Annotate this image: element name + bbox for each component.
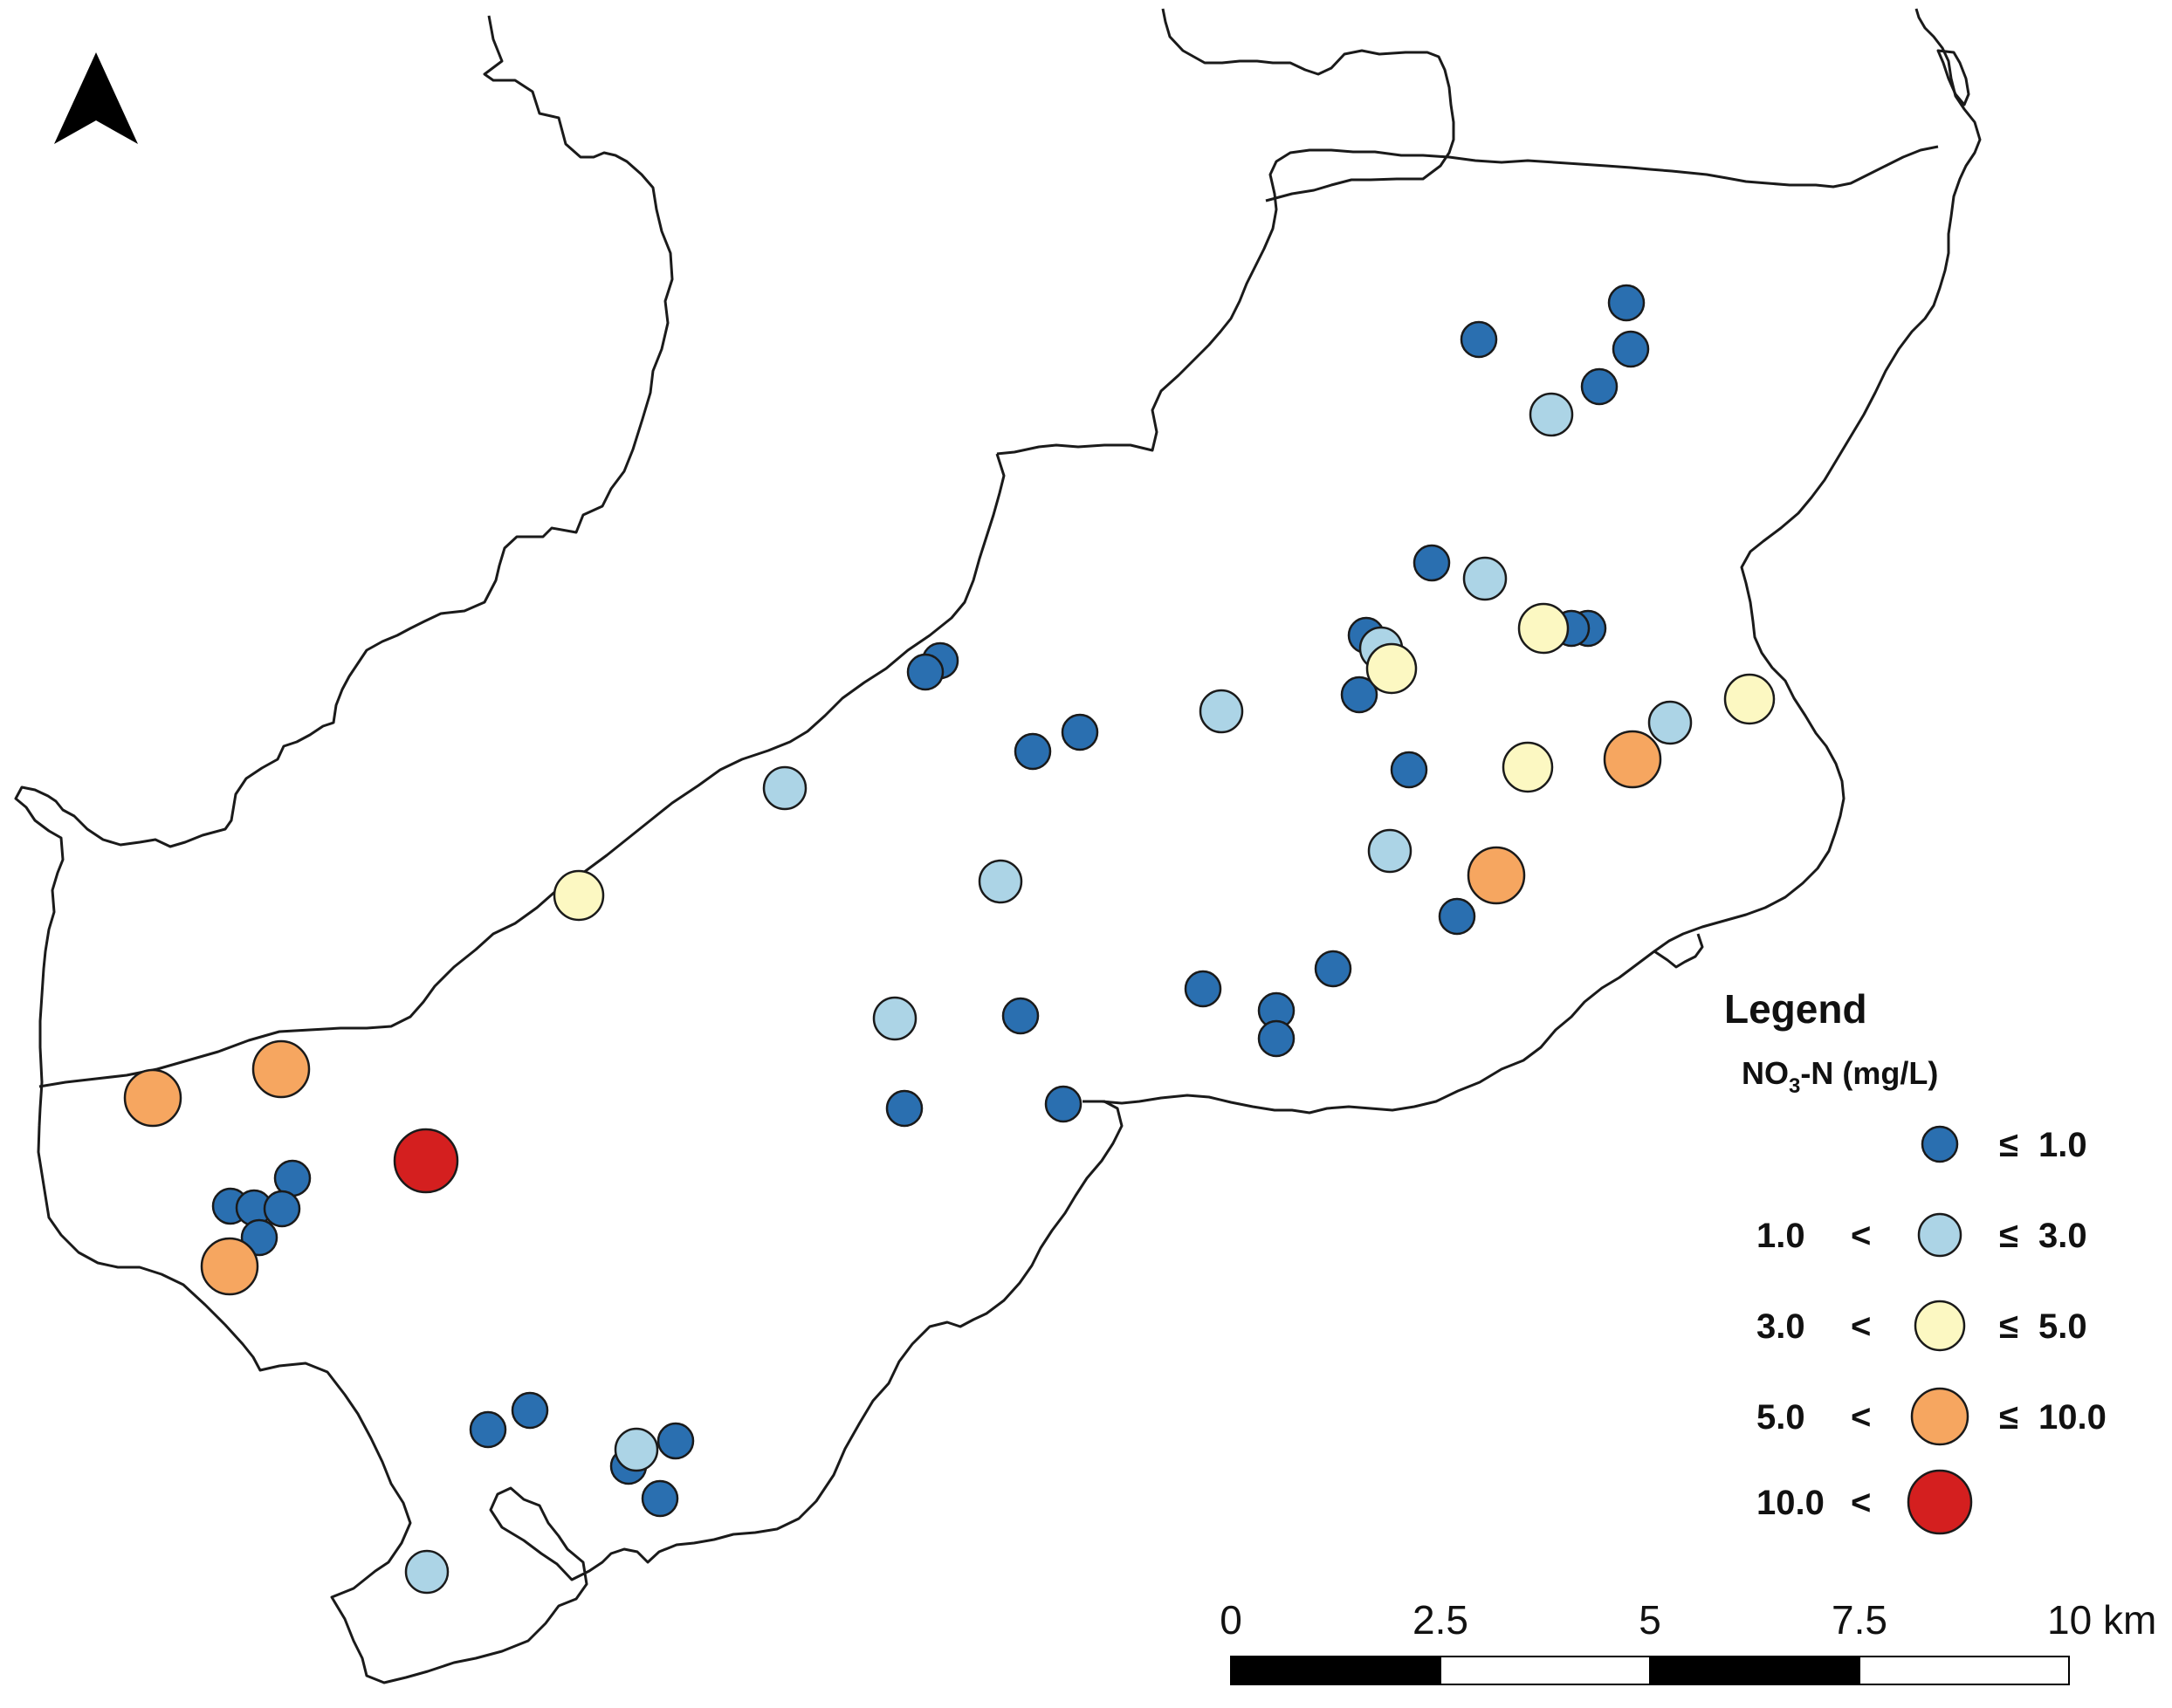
scale-segment-3 (1649, 1656, 1860, 1685)
legend-le-3: ≤ (1999, 1307, 2018, 1346)
sample-point (1460, 320, 1498, 359)
legend-lt-2: < (1851, 1217, 1871, 1255)
sample-point (251, 1039, 311, 1099)
sample-point (1367, 828, 1412, 874)
scale-label-0: 0 (1220, 1597, 1242, 1643)
sample-point (1390, 751, 1428, 789)
sample-point (1723, 673, 1776, 725)
legend-high-1: 1.0 (2038, 1126, 2087, 1164)
scale-label-7-5: 7.5 (1832, 1597, 1887, 1643)
legend-title: Legend (1724, 986, 1867, 1032)
north-coastline (1161, 8, 1455, 202)
legend-symbol-5 (1907, 1469, 1973, 1535)
scale-segment-2 (1440, 1656, 1651, 1685)
sample-point (762, 765, 808, 811)
sample-point (1612, 330, 1650, 368)
sample-point (469, 1410, 507, 1449)
sample-point (1438, 897, 1476, 936)
sample-point (1603, 730, 1662, 789)
northeast-islet (1936, 49, 1970, 106)
sample-point (200, 1237, 259, 1296)
sample-point (614, 1427, 659, 1472)
legend-symbol-1 (1921, 1125, 1959, 1163)
sample-point (872, 996, 918, 1041)
legend-lt-4: < (1851, 1398, 1871, 1437)
island-coastline (37, 1100, 1124, 1684)
scale-label-10-km: 10 km (2047, 1597, 2156, 1643)
sample-point (885, 1089, 924, 1128)
legend-row-1: ≤ 1.0 (1921, 1125, 2087, 1164)
sample-point (1529, 392, 1574, 437)
legend-lt-5: < (1851, 1484, 1871, 1522)
sample-point (553, 869, 605, 922)
legend: Legend NO3-N (mg/L) ≤ 1.0 1.0 < ≤ 3.0 3.… (1724, 986, 2107, 1535)
legend-symbol-4 (1910, 1387, 1969, 1446)
legend-subtitle: NO3-N (mg/L) (1742, 1055, 1938, 1098)
legend-high-4: 10.0 (2038, 1398, 2107, 1437)
sample-point (1340, 676, 1378, 714)
legend-le-1: ≤ (1999, 1126, 2018, 1164)
sample-point (1580, 367, 1619, 406)
legend-high-2: 3.0 (2038, 1217, 2087, 1255)
scale-bar: 0 2.5 5 7.5 10 km (1220, 1597, 2156, 1685)
sample-point (1184, 970, 1222, 1008)
sample-point (1502, 741, 1554, 793)
sample-point (641, 1479, 679, 1518)
west-coastline (14, 15, 674, 1127)
sample-point (511, 1391, 549, 1430)
scale-segment-4 (1859, 1656, 2070, 1685)
legend-symbol-3 (1914, 1300, 1966, 1352)
sample-point (1412, 544, 1451, 582)
island-north-boundary (996, 145, 1939, 456)
north-arrow-icon (54, 52, 138, 144)
legend-le-2: ≤ (1999, 1217, 2018, 1255)
sample-point (1199, 689, 1244, 734)
sample-point (1607, 284, 1646, 322)
legend-low-5: 10.0 (1756, 1484, 1825, 1522)
legend-lt-3: < (1851, 1307, 1871, 1346)
sample-point (1467, 846, 1526, 905)
east-coastline (1083, 8, 1982, 1115)
sample-point (1462, 556, 1508, 601)
sample-point (263, 1190, 301, 1228)
legend-row-2: 1.0 < ≤ 3.0 (1756, 1212, 2087, 1258)
sample-point (1044, 1085, 1083, 1123)
legend-high-3: 5.0 (2038, 1307, 2087, 1346)
legend-row-3: 3.0 < ≤ 5.0 (1756, 1300, 2087, 1352)
sample-points-layer (123, 284, 1776, 1595)
sample-point (1061, 713, 1099, 751)
sample-point (404, 1549, 450, 1595)
sample-point (1365, 642, 1418, 695)
scale-label-2-5: 2.5 (1412, 1597, 1468, 1643)
sample-point (1001, 997, 1040, 1035)
legend-row-4: 5.0 < ≤ 10.0 (1756, 1387, 2107, 1446)
harbour-detail (1653, 933, 1704, 969)
sample-point (1647, 700, 1693, 745)
legend-low-3: 3.0 (1756, 1307, 1805, 1346)
sample-point (906, 653, 945, 691)
southwest-boundary (38, 453, 1006, 1088)
sample-point (393, 1128, 459, 1194)
sample-point (1257, 1019, 1296, 1058)
sample-point (1314, 950, 1352, 988)
legend-le-4: ≤ (1999, 1398, 2018, 1437)
legend-low-4: 5.0 (1756, 1398, 1805, 1437)
sample-point (1014, 732, 1052, 771)
legend-row-5: 10.0 < (1756, 1469, 1973, 1535)
scale-label-5: 5 (1639, 1597, 1661, 1643)
legend-low-2: 1.0 (1756, 1217, 1805, 1255)
sample-point (123, 1068, 182, 1128)
scale-segment-1 (1230, 1656, 1441, 1685)
sample-point (656, 1422, 695, 1460)
sample-point (978, 859, 1023, 904)
legend-symbol-2 (1917, 1212, 1962, 1258)
sample-point (1517, 602, 1570, 655)
